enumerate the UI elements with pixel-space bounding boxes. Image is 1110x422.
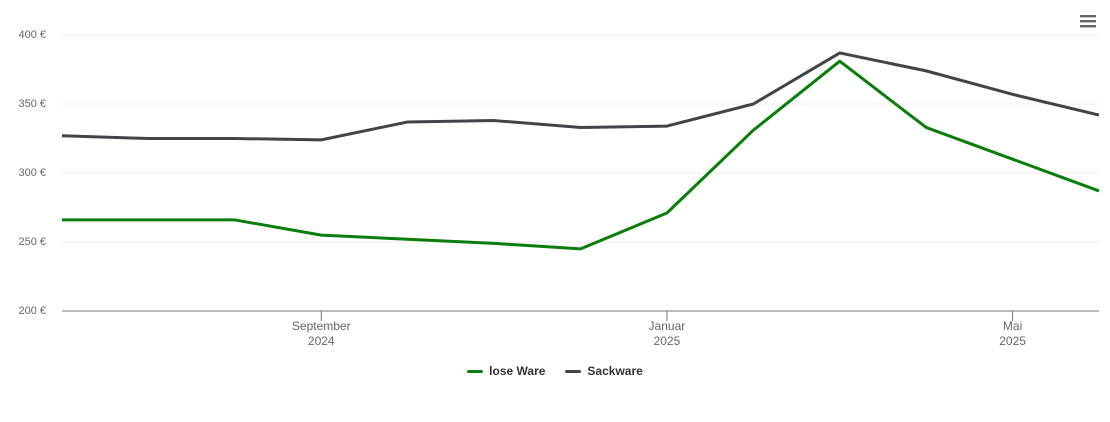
legend-item[interactable]: Sackware (565, 364, 643, 378)
y-tick-label: 250 € (18, 236, 46, 248)
y-tick-label: 400 € (18, 29, 46, 41)
x-tick-label: Mai 2025 (999, 319, 1026, 348)
legend-swatch (565, 369, 582, 373)
y-tick-label: 200 € (18, 305, 46, 317)
x-tick-label: Januar 2025 (648, 319, 686, 348)
legend: lose Ware Sackware (0, 364, 1110, 378)
series-line (61, 51, 1100, 142)
y-tick-label: 350 € (18, 98, 46, 110)
legend-label: Sackware (587, 364, 643, 378)
x-tick-label: September 2024 (291, 319, 351, 348)
series-line (62, 59, 1100, 251)
legend-label: lose Ware (489, 364, 546, 378)
menu-button[interactable] (1080, 15, 1096, 28)
y-tick-label: 300 € (18, 167, 46, 179)
legend-item[interactable]: lose Ware (467, 364, 545, 378)
legend-swatch (467, 369, 484, 373)
